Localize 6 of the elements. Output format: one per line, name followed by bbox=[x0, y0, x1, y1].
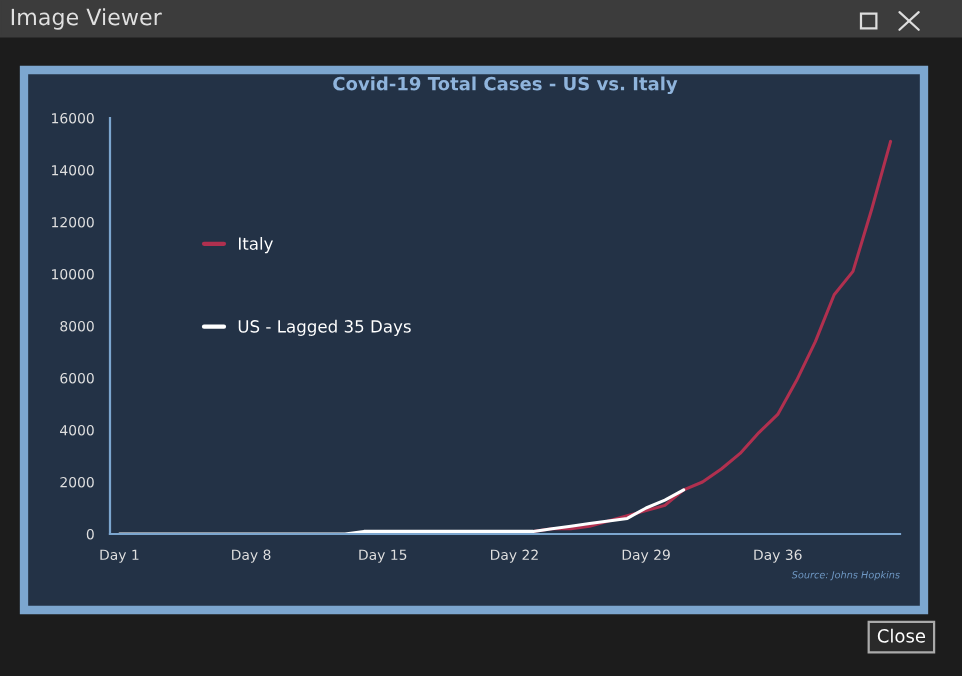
legend-label: US - Lagged 35 Days bbox=[238, 319, 411, 336]
text: Close bbox=[877, 628, 926, 643]
line-series bbox=[117, 488, 686, 534]
text: Image Viewer bbox=[11, 8, 162, 30]
legend-label: Italy bbox=[238, 237, 273, 254]
chart-title: Covid-19 Total Cases - US vs. Italy bbox=[333, 76, 678, 95]
